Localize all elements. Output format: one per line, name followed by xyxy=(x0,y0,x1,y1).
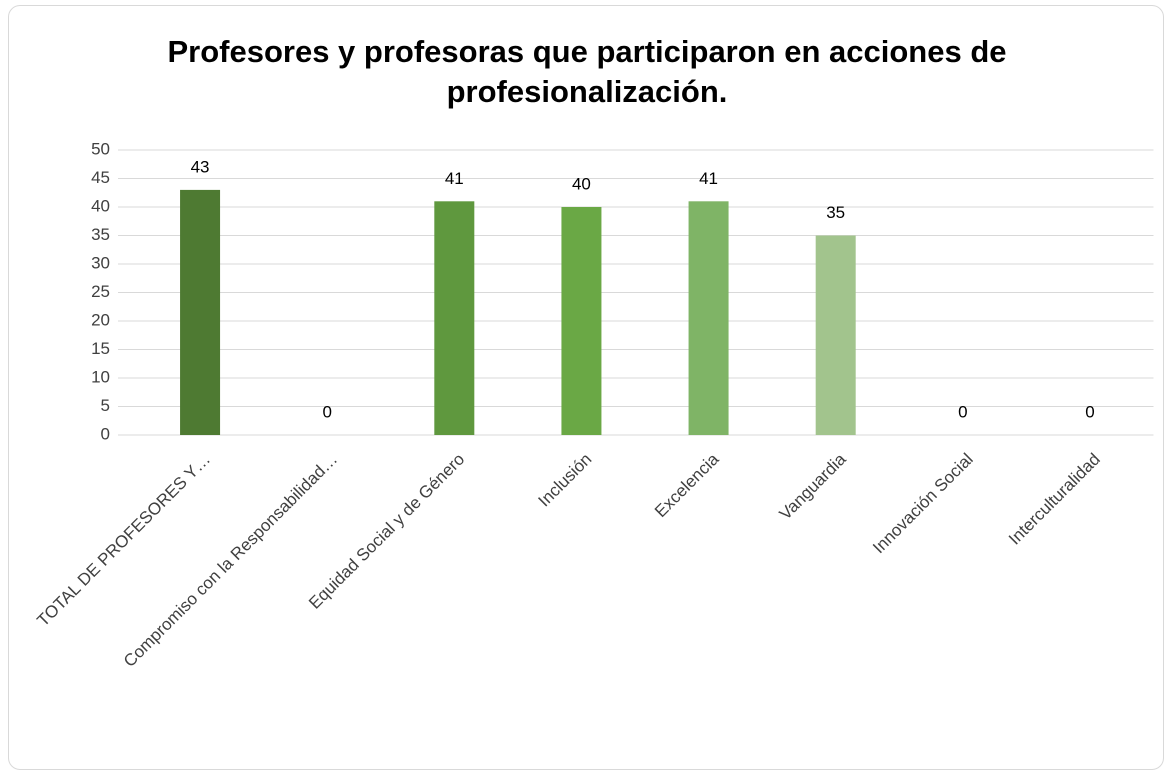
x-tick-label: Inclusión xyxy=(535,450,596,511)
value-label: 0 xyxy=(1085,402,1094,421)
value-label: 43 xyxy=(191,157,210,176)
y-tick-label: 40 xyxy=(91,196,110,215)
y-tick-label: 30 xyxy=(91,253,110,272)
y-tick-label: 35 xyxy=(91,225,110,244)
y-tick-label: 0 xyxy=(101,424,110,443)
bar xyxy=(180,189,221,435)
x-tick-label: Compromiso con la Responsabilidad… xyxy=(120,450,341,671)
x-tick-label: Innovación Social xyxy=(869,450,977,558)
bar xyxy=(561,207,602,435)
value-label: 41 xyxy=(445,169,464,188)
value-label: 0 xyxy=(322,402,331,421)
y-tick-label: 10 xyxy=(91,367,110,386)
y-tick-label: 50 xyxy=(91,139,110,158)
x-tick-label: Interculturalidad xyxy=(1005,450,1104,549)
value-label: 40 xyxy=(572,174,591,193)
y-tick-label: 15 xyxy=(91,339,110,358)
x-tick-label: Vanguardia xyxy=(776,449,850,523)
bar xyxy=(815,235,856,435)
y-tick-label: 45 xyxy=(91,168,110,187)
chart-frame xyxy=(8,5,1164,770)
y-tick-label: 25 xyxy=(91,282,110,301)
value-label: 41 xyxy=(699,169,718,188)
bar xyxy=(434,201,475,435)
chart-title: Profesores y profesoras que participaron… xyxy=(167,34,1007,109)
bar xyxy=(688,201,729,435)
y-tick-label: 5 xyxy=(101,396,110,415)
y-tick-label: 20 xyxy=(91,310,110,329)
value-label: 0 xyxy=(958,402,967,421)
x-tick-label: Excelencia xyxy=(651,449,723,521)
value-label: 35 xyxy=(826,203,845,222)
